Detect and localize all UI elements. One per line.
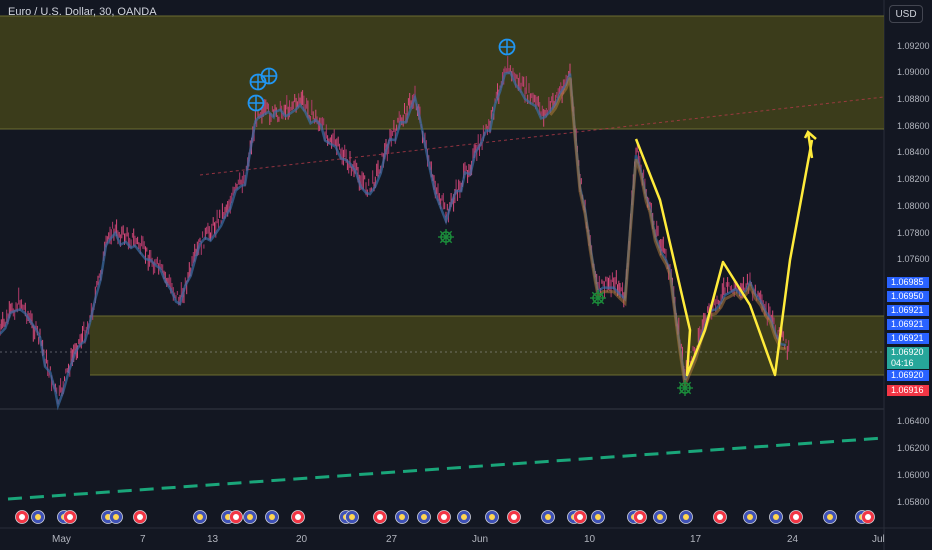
time-axis-label: 17 [690, 534, 702, 545]
price-badge: 1.06921 [887, 333, 929, 344]
symbol-title[interactable]: Euro / U.S. Dollar, 30, OANDA [8, 6, 157, 18]
economic-event-flag-icon [193, 510, 207, 524]
price-badge: 1.06985 [887, 277, 929, 288]
economic-event-flag-icon [507, 510, 521, 524]
dotted-trend-line [199, 96, 885, 176]
price-axis-label: 1.08400 [897, 147, 930, 157]
currency-button[interactable]: USD [889, 5, 923, 23]
economic-event-flag-icon [861, 510, 875, 524]
economic-event-flag-icon [823, 510, 837, 524]
economic-event-flag-icon [437, 510, 451, 524]
moving-average-line-2 [549, 77, 787, 391]
economic-event-flag-icon [229, 510, 243, 524]
economic-event-flag-icon [63, 510, 77, 524]
economic-event-flag-icon [573, 510, 587, 524]
economic-event-flag-icon [457, 510, 471, 524]
price-badge: 1.06916 [887, 385, 929, 396]
economic-event-flag-icon [417, 510, 431, 524]
economic-event-flag-icon [109, 510, 123, 524]
price-axis-label: 1.09000 [897, 67, 930, 77]
time-axis-label: 24 [787, 534, 799, 545]
economic-event-flag-icon [591, 510, 605, 524]
ship-wheel-icon [590, 290, 606, 306]
price-axis-label: 1.08600 [897, 121, 930, 131]
price-badge: 1.06950 [887, 291, 929, 302]
time-axis-label: Jun [472, 534, 489, 545]
economic-event-flag-icon [133, 510, 147, 524]
price-axis-label: 1.05800 [897, 497, 930, 507]
projection-path [634, 138, 814, 377]
resistance-zone [0, 16, 884, 129]
economic-event-flag-icon [31, 510, 45, 524]
dashed-trend-line [7, 436, 885, 501]
economic-event-flag-icon [541, 510, 555, 524]
ship-wheel-icon [438, 229, 454, 245]
economic-event-flag-icon [769, 510, 783, 524]
price-axis-label: 1.06400 [897, 416, 930, 426]
economic-event-flag-icon [679, 510, 693, 524]
economic-event-flag-icon [373, 510, 387, 524]
price-axis-label: 1.08000 [897, 201, 930, 211]
price-axis-label: 1.08800 [897, 94, 930, 104]
time-axis-label: 13 [207, 534, 219, 545]
target-cross-icon [247, 94, 265, 112]
time-axis-label: Jul [872, 534, 885, 545]
time-axis-label: 10 [584, 534, 596, 545]
price-axis-label: 1.09200 [897, 41, 930, 51]
time-axis-label: 7 [140, 534, 146, 545]
time-axis-label: 20 [296, 534, 308, 545]
price-badge: 1.06920 [887, 370, 929, 381]
economic-event-flag-icon [789, 510, 803, 524]
economic-event-flag-icon [713, 510, 727, 524]
economic-event-flag-icon [291, 510, 305, 524]
ship-wheel-icon [677, 380, 693, 396]
economic-event-flag-icon [485, 510, 499, 524]
target-cross-icon [260, 67, 278, 85]
economic-events-row [15, 510, 875, 524]
time-axis-label: May [52, 534, 71, 545]
time-axis-label: 27 [386, 534, 398, 545]
economic-event-flag-icon [743, 510, 757, 524]
price-axis-label: 1.06000 [897, 470, 930, 480]
target-cross-icon [498, 38, 516, 56]
price-badge: 1.06921 [887, 305, 929, 316]
economic-event-flag-icon [395, 510, 409, 524]
price-axis-label: 1.07800 [897, 228, 930, 238]
support-zone [90, 316, 884, 375]
economic-event-flag-icon [243, 510, 257, 524]
economic-event-flag-icon [265, 510, 279, 524]
bar-countdown: 04:16 [887, 358, 929, 369]
price-axis-label: 1.06200 [897, 443, 930, 453]
economic-event-flag-icon [633, 510, 647, 524]
economic-event-flag-icon [653, 510, 667, 524]
price-axis-label: 1.07600 [897, 254, 930, 264]
economic-event-flag-icon [15, 510, 29, 524]
projection-arrow-head [803, 129, 817, 159]
current-price-badge: 1.06920 [887, 347, 929, 358]
price-badge: 1.06921 [887, 319, 929, 330]
economic-event-flag-icon [345, 510, 359, 524]
price-axis-label: 1.08200 [897, 174, 930, 184]
